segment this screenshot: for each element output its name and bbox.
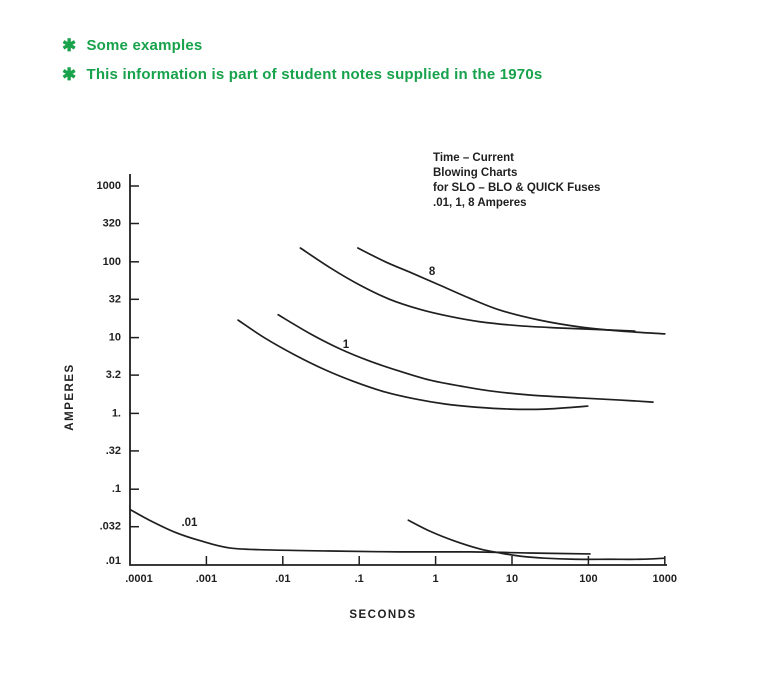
asterisk-bullet-icon: ✱ bbox=[62, 36, 77, 55]
y-tick-label: .032 bbox=[100, 521, 121, 533]
y-tick-label: 3.2 bbox=[106, 369, 121, 381]
curve-01-left bbox=[129, 508, 591, 555]
note-line-1: ✱ Some examples bbox=[62, 37, 542, 55]
asterisk-bullet-icon: ✱ bbox=[62, 65, 77, 84]
x-tick-label: .001 bbox=[196, 573, 217, 585]
y-tick-label: 32 bbox=[109, 293, 121, 305]
curve-label-01: .01 bbox=[181, 517, 198, 529]
note-text: Some examples bbox=[86, 37, 203, 54]
y-tick-label: .01 bbox=[106, 555, 121, 567]
x-axis-label: SECONDS bbox=[349, 609, 416, 621]
y-tick-label: 1. bbox=[112, 407, 121, 419]
x-tick-label: .01 bbox=[275, 573, 290, 585]
x-tick-label: 1000 bbox=[653, 573, 677, 585]
y-tick-label: 320 bbox=[103, 218, 121, 230]
chart-title-line: .01, 1, 8 Amperes bbox=[433, 197, 527, 209]
curve-1-upper bbox=[277, 313, 654, 403]
curve-01-right bbox=[407, 519, 666, 561]
y-tick-label: .1 bbox=[112, 483, 121, 495]
y-axis-label: AMPERES bbox=[64, 363, 76, 430]
curve-1-lower bbox=[237, 319, 589, 411]
axis-lines bbox=[129, 174, 667, 566]
curve-8-lower bbox=[299, 247, 636, 332]
tick-labels: .0001 .001 .01 .1 1 10 100 1000 1000 320 100 32 10 3.… bbox=[97, 180, 678, 585]
x-tick-label: .0001 bbox=[125, 573, 153, 585]
notes-list: ✱ Some examples ✱ This information is pa… bbox=[62, 37, 542, 95]
y-tick-label: .32 bbox=[106, 445, 121, 457]
curve-label-8: 8 bbox=[429, 266, 436, 278]
chart-title: Time – Current Blowing Charts for SLO – … bbox=[433, 152, 600, 209]
note-text: This information is part of student note… bbox=[86, 66, 543, 83]
x-tick-label: 1 bbox=[433, 573, 439, 585]
fuse-curves bbox=[129, 247, 666, 561]
curve-labels: 81.01 bbox=[181, 266, 435, 529]
curve-label-1: 1 bbox=[343, 339, 350, 351]
axes bbox=[129, 174, 667, 566]
tick-marks bbox=[130, 185, 666, 565]
curve-8-upper bbox=[357, 247, 666, 335]
x-tick-label: 100 bbox=[579, 573, 597, 585]
note-line-2: ✱ This information is part of student no… bbox=[62, 66, 542, 84]
chart-title-line: for SLO – BLO & QUICK Fuses bbox=[433, 182, 600, 194]
x-tick-label: .1 bbox=[355, 573, 364, 585]
chart-title-line: Blowing Charts bbox=[433, 167, 517, 179]
y-tick-label: 1000 bbox=[97, 180, 121, 192]
y-tick-label: 100 bbox=[103, 256, 121, 268]
y-tick-label: 10 bbox=[109, 332, 121, 344]
x-tick-label: 10 bbox=[506, 573, 518, 585]
chart-title-line: Time – Current bbox=[433, 152, 514, 164]
